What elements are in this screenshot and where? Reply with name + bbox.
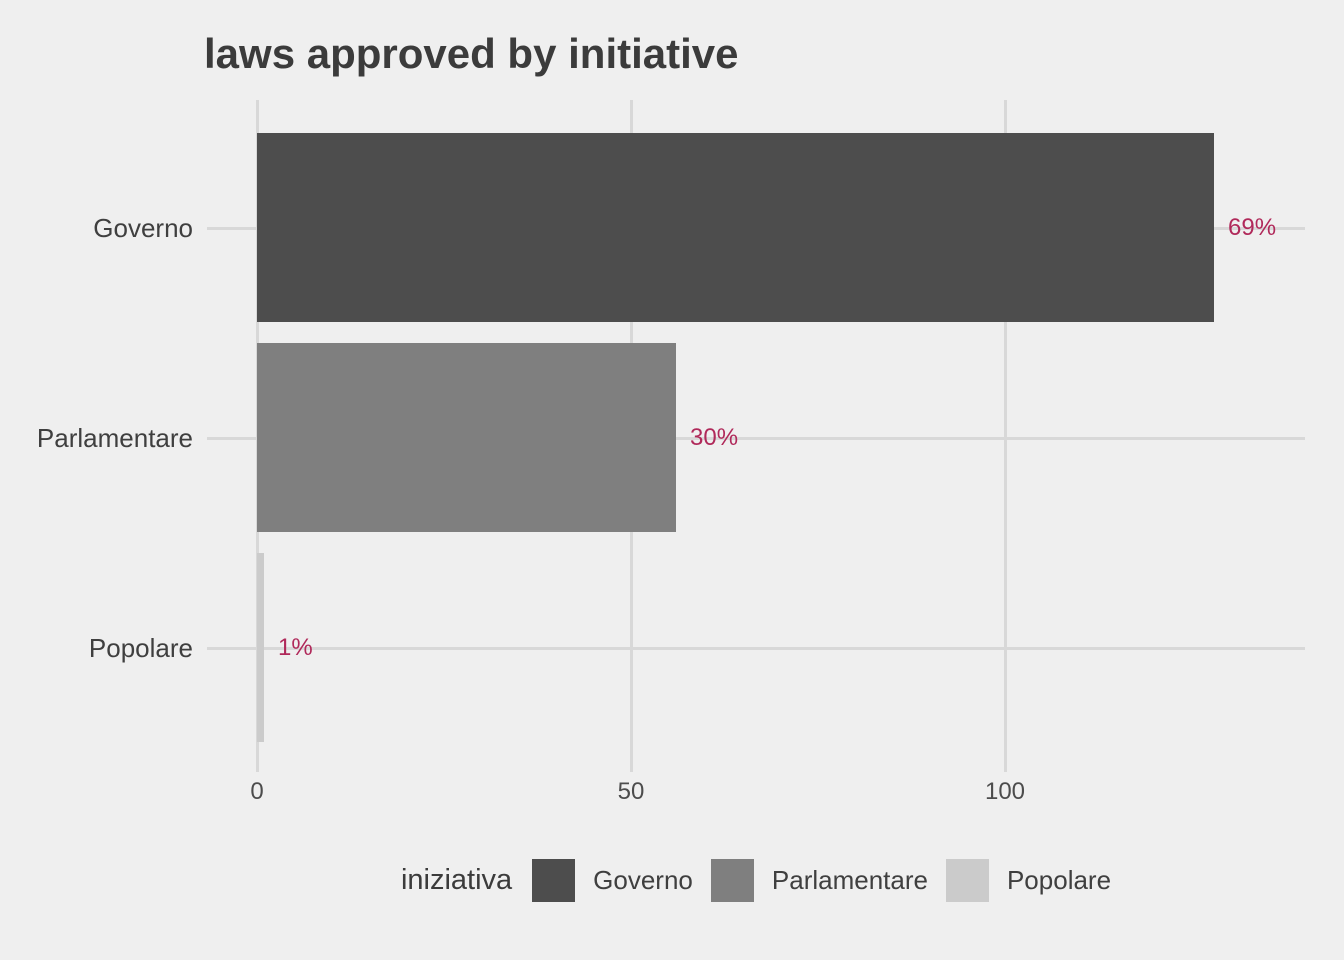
x-axis-tick	[256, 760, 259, 772]
value-label: 69%	[1228, 214, 1277, 241]
category-label: Governo	[93, 213, 193, 243]
vertical-gridline	[1004, 100, 1007, 760]
legend-label: Governo	[593, 864, 693, 895]
bar-popolare	[257, 553, 264, 742]
value-label: 30%	[690, 424, 739, 451]
chart-title: laws approved by initiative	[204, 30, 739, 77]
x-axis-tick	[630, 760, 633, 772]
legend-swatch	[532, 858, 576, 902]
legend-swatch	[710, 858, 754, 902]
legend-label: Popolare	[1006, 864, 1112, 895]
legend: iniziativa Governo Parlamentare Popolare	[207, 856, 1305, 904]
bar-parlamentare	[257, 343, 676, 532]
legend-swatch	[945, 858, 989, 902]
plot-panel: 0 50 100 69% Governo 30% Parlamentare 1% Popolar…	[37, 100, 1305, 805]
legend-item-parlamentare: Parlamentare	[710, 858, 928, 902]
x-axis-tick-label: 0	[250, 778, 264, 805]
category-label: Popolare	[88, 633, 193, 663]
category-label: Parlamentare	[36, 423, 193, 453]
value-label: 1%	[278, 634, 313, 661]
legend-title: iniziativa	[400, 863, 513, 896]
x-axis-tick	[1004, 760, 1007, 772]
legend-item-governo: Governo	[532, 858, 693, 902]
horizontal-gridline	[207, 437, 1305, 440]
bar-governo	[257, 133, 1214, 322]
x-axis-tick-label: 100	[984, 778, 1026, 805]
x-axis-tick-label: 50	[617, 778, 645, 805]
legend-label: Parlamentare	[771, 864, 928, 895]
horizontal-gridline	[207, 647, 1305, 650]
legend-item-popolare: Popolare	[945, 858, 1112, 902]
